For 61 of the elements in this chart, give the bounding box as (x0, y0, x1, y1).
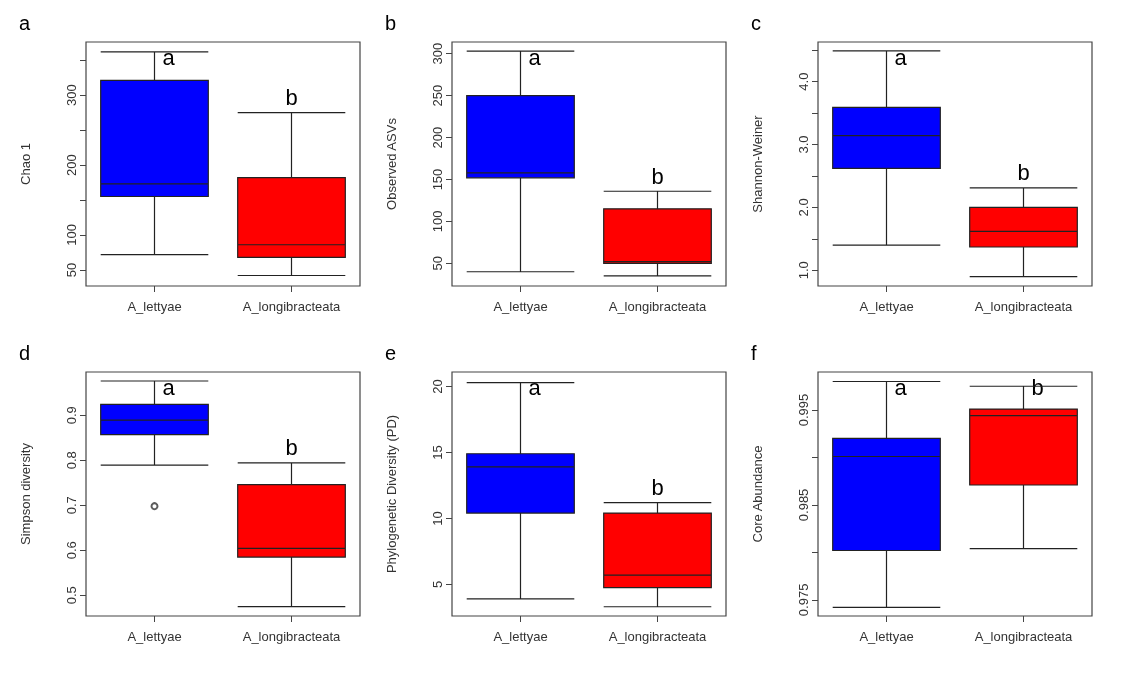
x-tick-label: A_longibracteata (608, 629, 708, 644)
annotation: b (651, 163, 664, 189)
x-tick-label: A_longibracteata (608, 299, 708, 314)
x-tick-label: A_lettyae (493, 299, 548, 314)
y-tick-label: 1.0 (796, 261, 811, 280)
annotation: b (285, 85, 298, 111)
chart-title: e (385, 342, 397, 364)
y-tick-label: 200 (430, 126, 445, 149)
y-tick-label: 0.995 (796, 393, 811, 427)
annotation: a (528, 374, 542, 400)
annotation: a (894, 374, 908, 400)
y-tick-label: 250 (430, 84, 445, 107)
annotation: b (285, 435, 298, 461)
y-tick-label: 4.0 (796, 72, 811, 91)
y-axis-title: Core Abundance (750, 445, 765, 543)
y-tick-label: 0.985 (796, 488, 811, 522)
x-tick-label: A_lettyae (859, 629, 914, 644)
annotation: a (528, 44, 542, 70)
y-tick-label: 0.9 (64, 406, 79, 425)
annotation: b (1017, 160, 1030, 186)
x-tick-label: A_longibracteata (974, 299, 1074, 314)
y-tick-label: 100 (430, 210, 445, 233)
chart-title: b (385, 12, 397, 34)
y-tick-label: 20 (430, 379, 445, 394)
y-axis-title: Observed ASVs (384, 117, 399, 210)
x-tick-label: A_lettyae (859, 299, 914, 314)
x-tick-label: A_lettyae (493, 629, 548, 644)
x-tick-label: A_longibracteata (242, 629, 342, 644)
y-axis-title: Shannon-Weiner (750, 114, 765, 213)
annotation: a (162, 374, 176, 400)
y-tick-label: 0.7 (64, 496, 79, 515)
chart-title: d (19, 342, 31, 364)
x-tick-label: A_lettyae (127, 629, 182, 644)
chart-title: c (751, 12, 761, 34)
annotation: a (162, 44, 176, 70)
y-tick-label: 150 (430, 168, 445, 191)
y-axis-title: Phylogenetic Diversity (PD) (384, 414, 399, 574)
x-tick-label: A_longibracteata (974, 629, 1074, 644)
annotation: a (894, 44, 908, 70)
y-tick-label: 2.0 (796, 198, 811, 217)
y-tick-label: 50 (430, 256, 445, 271)
y-tick-label: 0.5 (64, 586, 79, 605)
y-tick-label: 0.6 (64, 541, 79, 560)
y-tick-label: 50 (64, 262, 79, 278)
chart-title: a (19, 12, 31, 34)
chart-title: f (751, 342, 757, 364)
y-axis-title: Simpson diversity (18, 442, 33, 545)
y-tick-label: 0.8 (64, 451, 79, 470)
annotation: b (651, 475, 664, 501)
y-axis-title: Chao 1 (18, 143, 33, 185)
y-tick-label: 300 (64, 84, 79, 106)
y-tick-label: 300 (430, 42, 445, 65)
y-tick-label: 100 (64, 224, 79, 246)
y-tick-label: 5 (430, 580, 445, 588)
y-tick-label: 200 (64, 154, 79, 176)
y-tick-label: 15 (430, 445, 445, 460)
x-tick-label: A_lettyae (127, 299, 182, 314)
y-tick-label: 0.975 (796, 583, 811, 617)
x-tick-label: A_longibracteata (242, 299, 342, 314)
y-tick-label: 10 (430, 511, 445, 526)
y-tick-label: 3.0 (796, 135, 811, 154)
